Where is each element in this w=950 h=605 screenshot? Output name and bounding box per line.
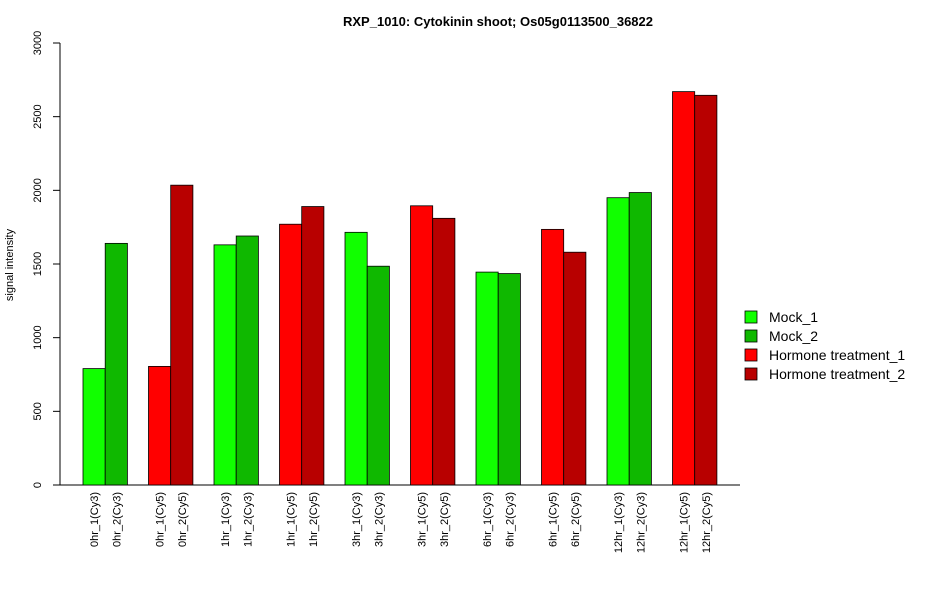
x-tick-label: 1hr_2(Cy3) [242,492,254,547]
x-tick-label: 3hr_1(Cy5) [417,492,429,547]
legend: Mock_1 Mock_2 Hormone treatment_1 Hormone t… [744,309,905,382]
bar [235,235,259,486]
y-tick-label: 1500 [32,252,44,276]
chart-title: RXP_1010: Cytokinin shoot; Os05g0113500_… [343,14,653,29]
x-tick-label: 3hr_1(Cy3) [351,492,363,547]
legend-label: Mock_2 [769,328,818,344]
x-tick-label: 3hr_2(Cy5) [439,492,451,547]
bar [344,231,368,486]
y-tick-label: 0 [32,482,44,488]
x-tick-label: 12hr_1(Cy5) [679,492,691,553]
x-tick-label: 3hr_2(Cy3) [373,492,385,547]
x-tick-label: 0hr_2(Cy3) [111,492,123,547]
x-tick-label: 6hr_1(Cy5) [548,492,560,547]
x-tick-label: 12hr_2(Cy5) [701,492,713,553]
bar [279,223,303,486]
bars [82,91,718,486]
bar [694,94,718,486]
x-tick-label: 6hr_2(Cy3) [504,492,516,547]
bar [82,368,106,486]
x-tick-label: 12hr_2(Cy3) [635,492,647,553]
bar [563,251,587,486]
bar [475,271,499,486]
legend-label: Hormone treatment_1 [769,347,905,363]
x-tick-label: 0hr_1(Cy3) [89,492,101,547]
x-tick-label: 6hr_1(Cy3) [482,492,494,547]
legend-swatch [744,310,758,324]
y-axis: 0 500 1000 1500 2000 2500 3000 [32,31,61,488]
x-tick-labels: 0hr_1(Cy3) 0hr_2(Cy3) 0hr_1(Cy5) 0hr_2(Cy5)… [89,492,713,553]
bar [410,205,434,486]
x-tick-label: 0hr_1(Cy5) [155,492,167,547]
bar [213,244,237,486]
legend-swatch [744,348,758,362]
bar [301,206,325,486]
x-tick-label: 0hr_2(Cy5) [177,492,189,547]
bar [148,365,172,486]
bar [672,91,696,486]
bar [497,273,521,486]
x-tick-label: 12hr_1(Cy3) [613,492,625,553]
y-tick-label: 500 [32,402,44,420]
y-tick-label: 2000 [32,178,44,202]
y-tick-label: 1000 [32,325,44,349]
y-tick-label: 3000 [32,31,44,55]
x-tick-label: 1hr_2(Cy5) [308,492,320,547]
y-axis-label: signal intensity [4,228,16,301]
legend-swatch [744,367,758,381]
x-tick-label: 6hr_2(Cy5) [570,492,582,547]
bar [541,228,565,486]
bar [170,184,194,486]
legend-label: Mock_1 [769,309,818,325]
bar [104,242,128,486]
bar [432,217,456,486]
legend-label: Hormone treatment_2 [769,366,905,382]
bar [628,192,652,486]
bar [366,265,390,486]
x-tick-label: 1hr_1(Cy5) [286,492,298,547]
legend-swatch [744,329,758,343]
bar [606,197,630,486]
y-tick-label: 2500 [32,104,44,128]
x-tick-label: 1hr_1(Cy3) [220,492,232,547]
